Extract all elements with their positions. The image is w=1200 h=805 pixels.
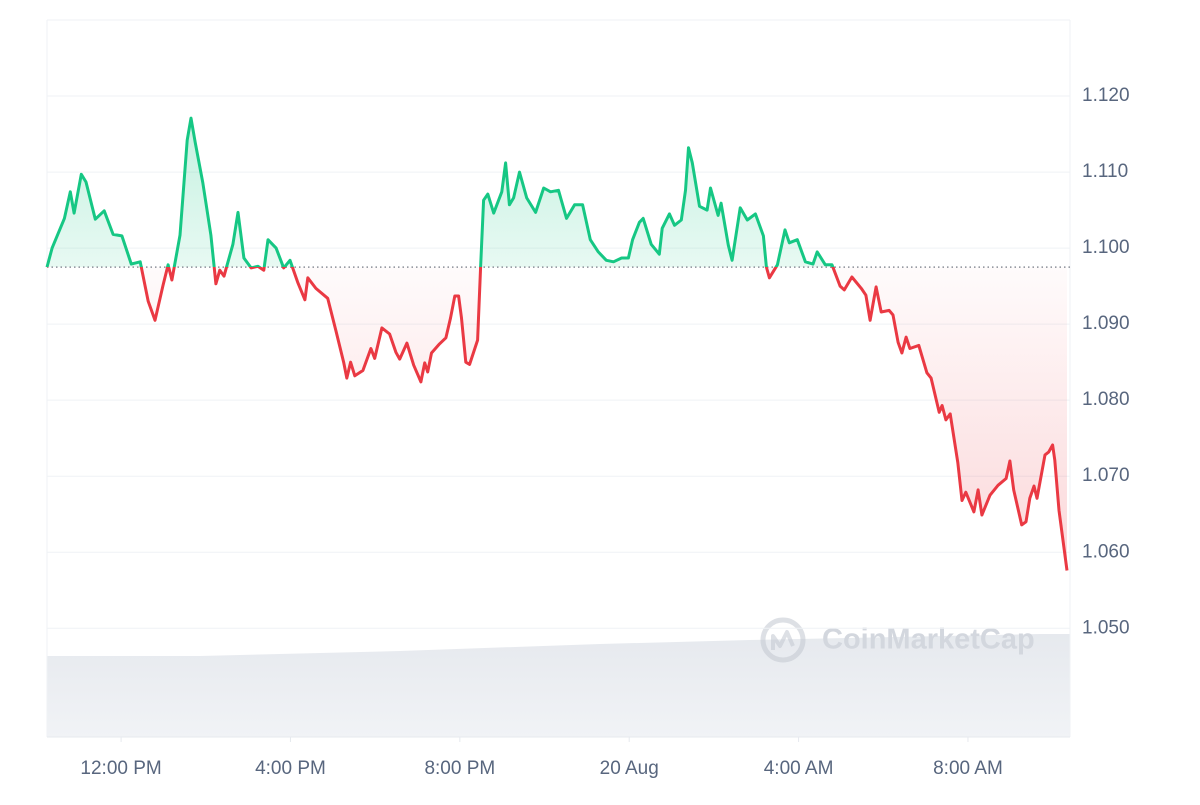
y-tick-label: 1.070: [1082, 465, 1130, 486]
x-tick-label: 4:00 PM: [255, 758, 326, 779]
x-tick-label: 8:00 PM: [424, 758, 495, 779]
x-tick-label: 12:00 PM: [80, 758, 161, 779]
y-tick-label: 1.110: [1082, 161, 1128, 182]
y-tick-label: 1.060: [1082, 541, 1130, 562]
price-line: [45, 116, 1069, 571]
y-tick-label: 1.050: [1082, 617, 1130, 638]
volume-area: [47, 634, 1070, 737]
x-tick-label: 8:00 AM: [933, 758, 1003, 779]
area: [47, 118, 1067, 571]
watermark-logo: [760, 617, 806, 663]
y-tick-label: 1.120: [1082, 85, 1130, 106]
y-tick-label: 1.090: [1082, 313, 1130, 334]
x-tick-label: 4:00 AM: [764, 758, 834, 779]
y-tick-label: 1.080: [1082, 389, 1130, 410]
watermark: CoinMarketCap: [822, 624, 1035, 656]
x-tick-label: 20 Aug: [600, 758, 659, 779]
y-tick-label: 1.100: [1082, 237, 1130, 258]
